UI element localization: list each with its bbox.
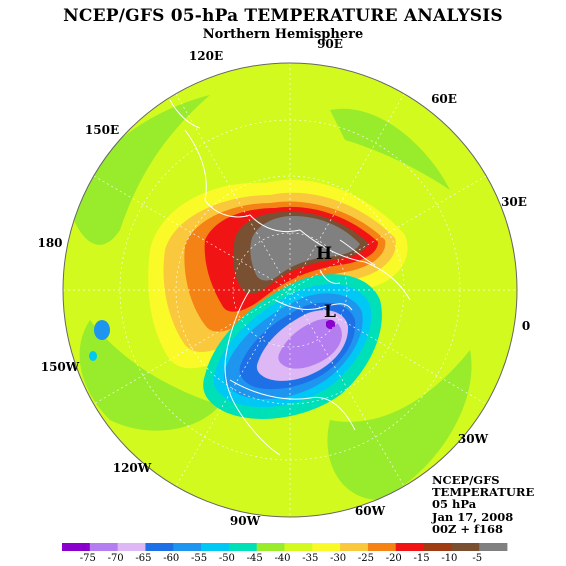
field-gray: [250, 216, 360, 281]
colorbar-tick-label: -35: [302, 553, 318, 564]
colorbar-swatch: [340, 543, 369, 551]
latitude-circle-75: [232, 232, 348, 348]
coastline-kamchatka: [169, 99, 201, 129]
coastline-europe: [299, 229, 411, 301]
colorbar-tick-label: -70: [108, 553, 124, 564]
meridian-30e-150w: [93, 175, 487, 405]
coastline-greenland-tip: [319, 269, 341, 284]
temperature-field: [63, 63, 517, 517]
colorbar-swatch: [173, 543, 202, 551]
colorbar-swatch: [479, 543, 508, 551]
coastline-hudson: [274, 299, 353, 311]
longitude-labels: 90E 120E 60E 150E 30E 180 0 150W 30W 120…: [37, 37, 530, 528]
colorbar-swatch: [145, 543, 174, 551]
colorbar-tick-label: -5: [472, 553, 482, 564]
colorbar-swatch: [367, 543, 397, 551]
colorbar-tick-label: -45: [247, 553, 263, 564]
colorbar-swatch: [117, 543, 146, 551]
info-block: NCEP/GFS TEMPERATURE 05 hPa Jan 17, 2008…: [432, 474, 534, 535]
map-title: NCEP/GFS 05-hPa TEMPERATURE ANALYSIS: [63, 6, 503, 26]
coastline-us-border: [229, 379, 356, 431]
lon-label-120w: 120W: [113, 461, 152, 475]
lon-label-120e: 120E: [189, 49, 223, 63]
field-green-se: [327, 350, 472, 500]
colorbar-swatch: [451, 543, 480, 551]
colorbar-tick-label: -30: [330, 553, 346, 564]
field-purple: [278, 318, 342, 369]
colorbar-tick-label: -60: [163, 553, 179, 564]
colorbar-swatch: [423, 543, 452, 551]
colorbar-tick-label: -65: [135, 553, 151, 564]
colorbar-swatch: [284, 543, 313, 551]
coastline-asia-east: [184, 129, 301, 233]
lon-label-30w: 30W: [458, 432, 489, 446]
field-green-sw: [79, 320, 220, 431]
info-run: 00Z + f168: [432, 521, 503, 536]
info-level: 05 hPa: [432, 497, 477, 512]
coastlines: [169, 99, 411, 456]
low-center-label: L: [324, 302, 336, 322]
lon-label-90w: 90W: [230, 514, 261, 528]
colorbar-tick-label: -10: [441, 553, 457, 564]
colorbar-tick-label: -20: [386, 553, 402, 564]
field-blue-spot: [89, 351, 97, 361]
lon-label-90e: 90E: [317, 37, 343, 51]
coastline-north-america-west: [224, 289, 281, 456]
field-green-ne: [330, 108, 450, 190]
colorbar-tick-label: -40: [274, 553, 290, 564]
field-blue-patch: [94, 320, 110, 340]
field-violet-core: [326, 319, 336, 329]
lon-label-150w: 150W: [41, 360, 80, 374]
map-subtitle: Northern Hemisphere: [202, 27, 364, 42]
colorbar-tick-label: -50: [219, 553, 235, 564]
lon-label-30e: 30E: [501, 195, 527, 209]
colorbar-swatch: [62, 543, 91, 551]
info-date: Jan 17, 2008: [432, 509, 514, 524]
high-center-label: H: [316, 244, 332, 264]
lon-label-60w: 60W: [355, 504, 386, 518]
colorbar-tick-label: -55: [191, 553, 207, 564]
coastline-scandinavia: [339, 239, 376, 266]
colorbar-swatch: [395, 543, 424, 551]
info-model: NCEP/GFS: [432, 473, 500, 487]
lon-label-180: 180: [37, 236, 62, 250]
colorbar-swatch: [89, 543, 119, 551]
colorbar-swatch: [201, 543, 230, 551]
lon-label-0: 0: [522, 319, 530, 333]
colorbar-swatch: [312, 543, 341, 551]
colorbar-swatch: [228, 543, 258, 551]
lon-label-60e: 60E: [431, 92, 457, 106]
colorbar-tick-label: -75: [80, 553, 96, 564]
lon-label-150e: 150E: [85, 123, 119, 137]
colorbar-tick-label: -25: [358, 553, 374, 564]
colorbar: -75 -70 -65 -60 -55 -50 -45 -40 -35 -30 -25 -20 -15-…: [62, 543, 508, 564]
info-variable: TEMPERATURE: [432, 485, 535, 500]
disc-outline: [62, 62, 518, 518]
colorbar-tick-label: -15: [414, 553, 430, 564]
field-green-nw: [70, 95, 210, 245]
colorbar-swatch: [256, 543, 285, 551]
